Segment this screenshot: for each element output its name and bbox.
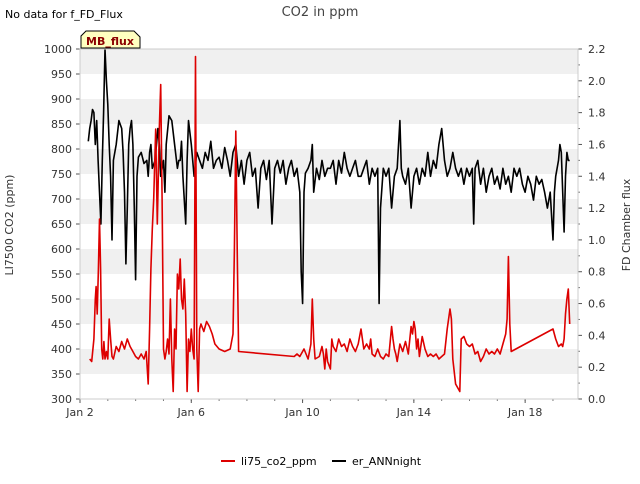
grid-band [80, 49, 578, 74]
grid-band [80, 99, 578, 124]
left-tick-label: 400 [51, 343, 72, 356]
left-tick-label: 850 [51, 118, 72, 131]
left-tick-label: 900 [51, 93, 72, 106]
right-tick-label: 1.8 [588, 107, 606, 120]
grid-band [80, 199, 578, 224]
left-tick-label: 1000 [44, 43, 72, 56]
x-tick-label: Jan 14 [396, 406, 431, 419]
background-bands [80, 49, 578, 374]
right-tick-label: 1.6 [588, 138, 606, 151]
badge-shape [80, 30, 141, 49]
mb-flux-badge: MB_flux [80, 30, 141, 49]
right-axis-label: FD Chamber flux [620, 178, 633, 271]
legend-label-li75: li75_co2_ppm [241, 455, 317, 468]
left-tick-label: 450 [51, 318, 72, 331]
grid-band [80, 349, 578, 374]
no-data-note: No data for f_FD_Flux [5, 8, 123, 21]
plot-frame [79, 48, 579, 400]
series-layer [87, 48, 571, 393]
left-tick-label: 750 [51, 168, 72, 181]
right-tick-label: 0.4 [588, 329, 606, 342]
right-tick-label: 0.8 [588, 266, 606, 279]
left-tick-label: 350 [51, 368, 72, 381]
right-tick-label: 0.6 [588, 298, 606, 311]
x-tick-label: Jan 6 [177, 406, 205, 419]
legend-label-ann: er_ANNnight [352, 455, 422, 468]
x-tick-label: Jan 2 [65, 406, 93, 419]
left-tick-label: 700 [51, 193, 72, 206]
series-line-er-annnight [87, 48, 570, 305]
left-tick-label: 800 [51, 143, 72, 156]
right-tick-label: 0.0 [588, 393, 606, 406]
left-axis-label: LI7500 CO2 (ppm) [3, 175, 16, 276]
left-tick-label: 300 [51, 393, 72, 406]
series-line-li75-co2-ppm [89, 55, 571, 393]
left-tick-label: 550 [51, 268, 72, 281]
x-tick-label: Jan 10 [284, 406, 319, 419]
grid-band [80, 299, 578, 324]
left-tick-label: 500 [51, 293, 72, 306]
right-tick-label: 2.0 [588, 75, 606, 88]
left-tick-label: 600 [51, 243, 72, 256]
left-axis: 300 350 400 450 500 550 600 650 700 750 800 850 900 9… [44, 43, 80, 406]
right-tick-label: 1.2 [588, 202, 606, 215]
right-axis: 0.0 0.2 0.4 0.6 0.8 1.0 1.2 1.4 1.6 1.8 2.0 2.2 [578, 43, 606, 406]
chart-title: CO2 in ppm [282, 5, 359, 20]
badge-label: MB_flux [86, 35, 134, 48]
right-tick-label: 2.2 [588, 43, 606, 56]
right-tick-label: 0.2 [588, 361, 606, 374]
right-tick-label: 1.4 [588, 170, 606, 183]
legend: li75_co2_ppm er_ANNnight [221, 455, 422, 468]
right-tick-label: 1.0 [588, 234, 606, 247]
left-tick-label: 950 [51, 68, 72, 81]
x-tick-label: Jan 18 [507, 406, 542, 419]
grid-band [80, 249, 578, 274]
left-tick-label: 650 [51, 218, 72, 231]
x-axis: Jan 2 Jan 6 Jan 10 Jan 14 Jan 18 [65, 399, 554, 419]
